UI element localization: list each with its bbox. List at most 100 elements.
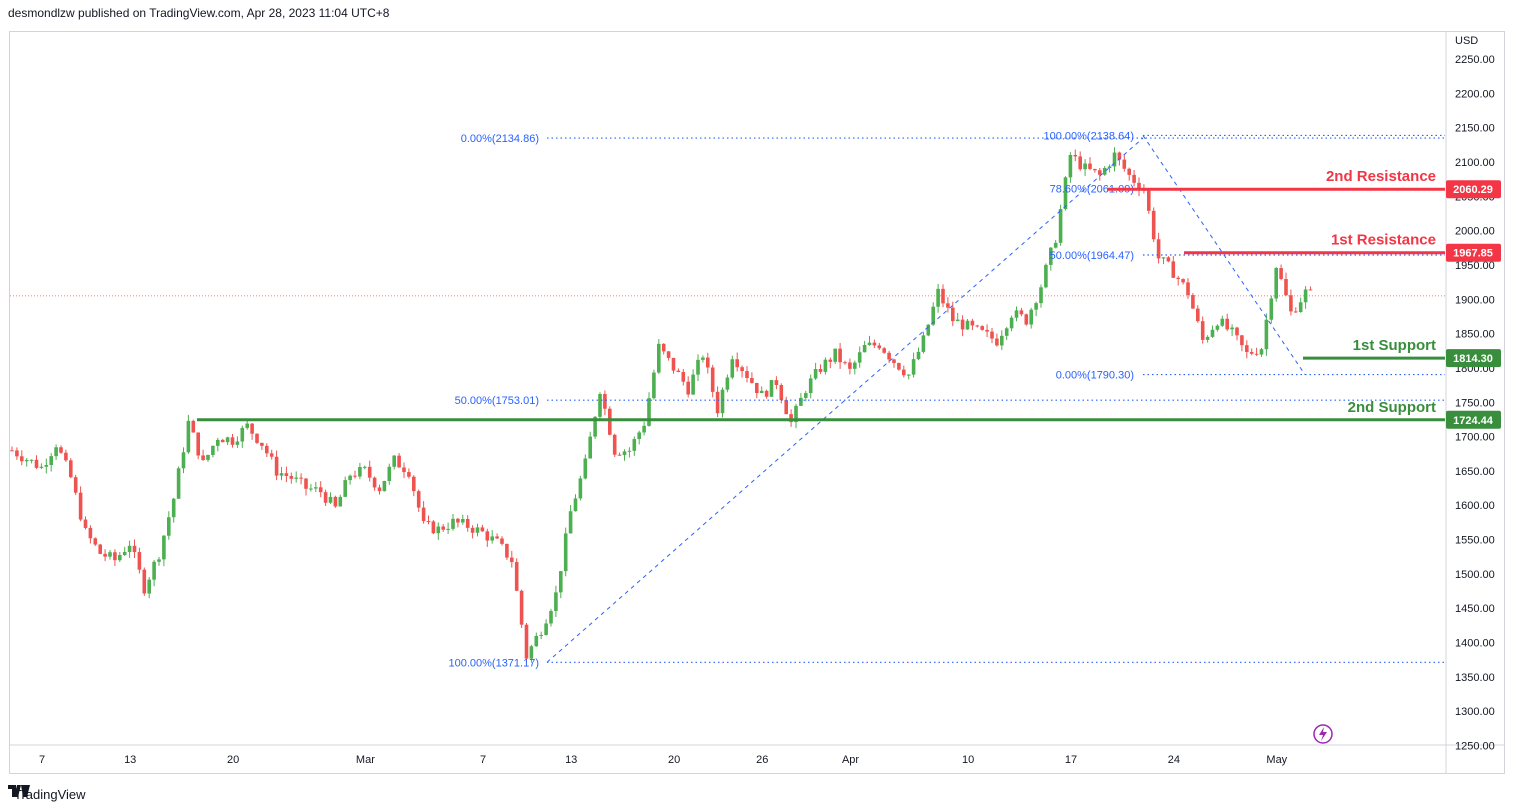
candle-body [779, 385, 784, 401]
candle-body [563, 533, 568, 572]
candle-body [1117, 152, 1122, 160]
candle-body [848, 362, 852, 369]
candle-body [1058, 209, 1063, 243]
price-tick-label: 1600.00 [1455, 500, 1495, 512]
candle-body [269, 453, 274, 457]
candle-body [451, 518, 455, 529]
time-tick-label: 26 [756, 754, 768, 766]
candle-body [289, 475, 294, 479]
candle-body [1200, 321, 1205, 340]
candle-body [1107, 166, 1112, 168]
candle-body [470, 527, 475, 533]
candle-body [931, 306, 935, 325]
candle-body [632, 439, 637, 451]
candle-body [867, 342, 872, 346]
candle-body [828, 359, 833, 362]
candle-body [367, 466, 372, 478]
candle-body [1122, 159, 1127, 169]
candle-body [279, 473, 284, 476]
candle-body [1127, 168, 1131, 175]
candle-body [1156, 239, 1161, 259]
candle-body [637, 432, 641, 440]
candle-body [706, 357, 710, 368]
candle-body [745, 371, 749, 379]
candle-body [559, 571, 563, 593]
candle-body [725, 377, 730, 390]
time-tick-label: May [1266, 754, 1287, 766]
candle-body [461, 518, 465, 523]
price-tick-label: 1700.00 [1455, 432, 1495, 444]
price-tick-label: 1450.00 [1455, 603, 1495, 615]
candle-body [500, 538, 504, 544]
candle-body [857, 352, 862, 363]
candle-body [122, 551, 127, 556]
candle-body [598, 393, 602, 417]
candle-body [1235, 327, 1239, 336]
candle-body [304, 478, 308, 489]
candle-body [1000, 335, 1004, 346]
candle-body [421, 507, 426, 522]
candle-body [480, 527, 485, 532]
candle-body [113, 552, 117, 561]
candle-body [774, 380, 779, 386]
time-tick-label: Apr [842, 754, 859, 766]
candle-body [436, 526, 441, 534]
candle-body [88, 527, 93, 539]
price-tick-label: 1900.00 [1455, 294, 1495, 306]
candle-body [171, 498, 176, 518]
fib-level-label: 100.00%(1371.17) [448, 657, 539, 669]
candle-body [1298, 302, 1303, 312]
candle-body [759, 390, 764, 394]
candle-body [720, 389, 725, 414]
candle-body [916, 351, 921, 360]
candle-body [838, 348, 842, 363]
candle-body [676, 370, 681, 373]
level-price-tag-label: 1814.30 [1453, 353, 1493, 365]
candle-body [652, 372, 656, 399]
tradingview-brand[interactable]: TradingView [14, 786, 86, 802]
candle-body [965, 320, 970, 330]
level-price-tag [1446, 410, 1501, 429]
candle-body [740, 367, 744, 372]
fib-level-label: 0.00%(1790.30) [1056, 370, 1134, 382]
price-tick-label: 1300.00 [1455, 706, 1495, 718]
fib-trend-line-left [546, 137, 1144, 663]
candle-body [1269, 298, 1274, 320]
candle-body [201, 455, 205, 460]
candle-body [348, 475, 352, 481]
fib-level-label: 78.60%(2061.09) [1050, 184, 1134, 196]
candle-body [402, 467, 406, 473]
candle-body [10, 450, 14, 452]
candle-body [387, 466, 392, 482]
candle-body [750, 378, 754, 383]
candle-body [1044, 264, 1048, 288]
candle-body [1303, 289, 1308, 303]
fib-level-label: 100.00%(2138.64) [1043, 130, 1134, 142]
candle-body [1137, 182, 1141, 190]
time-tick-label: Mar [356, 754, 375, 766]
candle-body [951, 307, 955, 322]
candle-body [176, 468, 181, 499]
candle-body [20, 456, 24, 462]
candle-body [588, 436, 592, 459]
candle-body [946, 303, 950, 308]
level-name-label: 2nd Resistance [1326, 168, 1436, 185]
candle-body [1220, 318, 1225, 326]
price-tick-label: 2250.00 [1455, 54, 1495, 66]
candle-body [1029, 309, 1033, 325]
candle-body [485, 531, 490, 541]
candle-body [887, 352, 891, 360]
candle-body [808, 378, 813, 394]
candle-body [98, 544, 102, 554]
price-tick-label: 2150.00 [1455, 123, 1495, 135]
candle-body [681, 372, 686, 382]
candle-body [519, 590, 524, 625]
candle-body [441, 526, 445, 530]
candle-body [514, 562, 519, 591]
time-tick-label: 13 [565, 754, 577, 766]
time-tick-label: 7 [480, 754, 486, 766]
candle-body [622, 451, 627, 456]
candle-body [882, 348, 886, 353]
candle-body [382, 481, 387, 492]
